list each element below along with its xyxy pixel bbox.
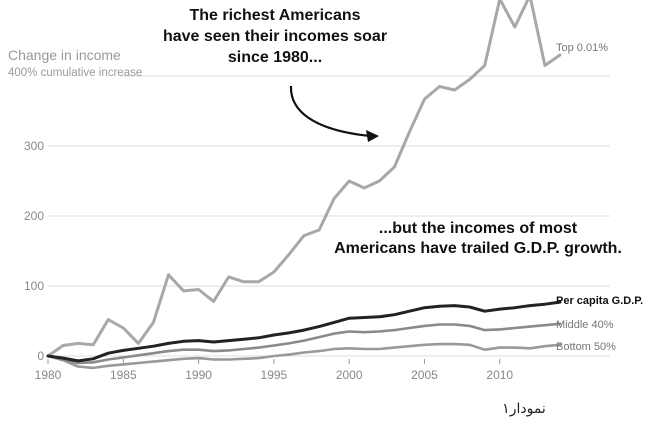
y-axis-sublabel: 400% cumulative increase [8,67,142,79]
top-annotation-line-3: since 1980... [228,49,322,66]
y-tick-label: 100 [24,279,44,293]
y-tick-label: 0 [37,349,44,363]
annotation-arrow [289,85,379,142]
top-annotation: The richest Americans have seen their in… [163,7,387,66]
series-label: Middle 40% [556,319,614,331]
x-tick-label: 2005 [411,368,438,382]
x-tick-label: 1985 [110,368,137,382]
series-labels: Top 0.01% Per capita G.D.P. Middle 40% Bott… [556,42,643,353]
top-annotation-line-1: The richest Americans [189,7,360,24]
x-tick-label: 2010 [486,368,513,382]
top-annotation-line-2: have seen their incomes soar [163,28,387,45]
series-line-top-0-01 [46,0,562,358]
series-line-per-capita-g-d-p [46,300,562,363]
x-tick-labels: 1980 1985 1990 1995 2000 2005 2010 [35,359,513,382]
chart-caption: نمودار۱ [502,401,546,417]
x-tick-label: 1980 [35,368,62,382]
series-label: Per capita G.D.P. [556,295,643,307]
bottom-annotation: ...but the incomes of most Americans hav… [334,220,622,257]
series-label: Bottom 50% [556,341,616,353]
bottom-annotation-line-2: Americans have trailed G.D.P. growth. [334,240,622,257]
series-line-bottom-50 [46,342,562,370]
series-lines [46,0,562,370]
x-tick-label: 1990 [185,368,212,382]
series-label: Top 0.01% [556,42,608,54]
series-line-middle-40 [46,322,562,365]
y-tick-labels: 0 100 200 300 [24,139,44,363]
y-tick-label: 300 [24,139,44,153]
bottom-annotation-line-1: ...but the incomes of most [379,220,578,237]
x-tick-label: 1995 [261,368,288,382]
x-tick-label: 2000 [336,368,363,382]
y-tick-label: 200 [24,209,44,223]
y-axis-label: Change in income [8,47,121,63]
grid-lines [48,75,610,357]
